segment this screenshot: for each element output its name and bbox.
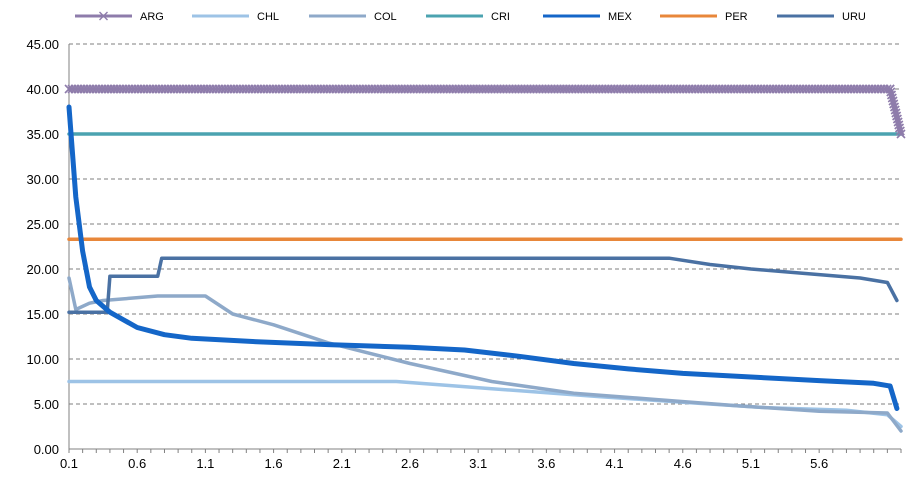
legend-item-mex: MEX — [543, 11, 633, 23]
legend-item-chl: CHL — [192, 11, 279, 23]
series-lines — [64, 84, 906, 433]
y-tick-label: 15.00 — [26, 307, 59, 322]
x-tick-label: 3.1 — [469, 456, 487, 471]
x-tick-label: 5.1 — [742, 456, 760, 471]
series-line-uru — [67, 256, 899, 314]
y-tick-label: 0.00 — [34, 442, 59, 457]
x-tick-label: 5.6 — [810, 456, 828, 471]
legend-label-arg: ARG — [140, 11, 164, 23]
legend-label-chl: CHL — [257, 11, 279, 23]
y-tick-label: 10.00 — [26, 352, 59, 367]
y-tick-label: 40.00 — [26, 82, 59, 97]
series-markers-arg — [64, 84, 906, 139]
x-tick-label: 1.1 — [196, 456, 214, 471]
y-tick-label: 20.00 — [26, 262, 59, 277]
y-tick-label: 35.00 — [26, 127, 59, 142]
x-tick-label: 2.6 — [401, 456, 419, 471]
x-tick-label: 4.1 — [606, 456, 624, 471]
legend-label-cri: CRI — [491, 11, 510, 23]
legend-item-uru: URU — [777, 11, 866, 23]
series-line-mex — [66, 104, 900, 411]
series-marker-arg — [896, 129, 906, 139]
series-line-arg — [67, 87, 903, 136]
x-tick-label: 0.1 — [60, 456, 78, 471]
x-tick-label: 1.6 — [265, 456, 283, 471]
y-tick-label: 30.00 — [26, 172, 59, 187]
legend-item-col: COL — [309, 11, 397, 23]
legend-item-per: PER — [660, 11, 748, 23]
series-marker-arg — [895, 126, 905, 136]
legend-item-arg: ARG — [75, 11, 164, 23]
legend: ARG CHL COL CRI MEX PER URU — [75, 11, 866, 23]
legend-label-col: COL — [374, 11, 397, 23]
y-tick-label: 5.00 — [34, 397, 59, 412]
legend-item-cri: CRI — [426, 11, 510, 23]
legend-label-per: PER — [725, 11, 748, 23]
legend-marker-arg — [99, 11, 108, 21]
y-tick-label: 45.00 — [26, 37, 59, 52]
x-tick-label: 3.6 — [537, 456, 555, 471]
y-tick-label: 25.00 — [26, 217, 59, 232]
axes: 0.00 5.00 10.00 15.00 20.00 25.00 30.00 35.00 40… — [26, 37, 902, 471]
x-tick-label: 2.1 — [333, 456, 351, 471]
x-tick-label: 4.6 — [674, 456, 692, 471]
legend-label-mex: MEX — [608, 11, 633, 23]
x-tick-label: 0.6 — [128, 456, 146, 471]
legend-label-uru: URU — [842, 11, 866, 23]
